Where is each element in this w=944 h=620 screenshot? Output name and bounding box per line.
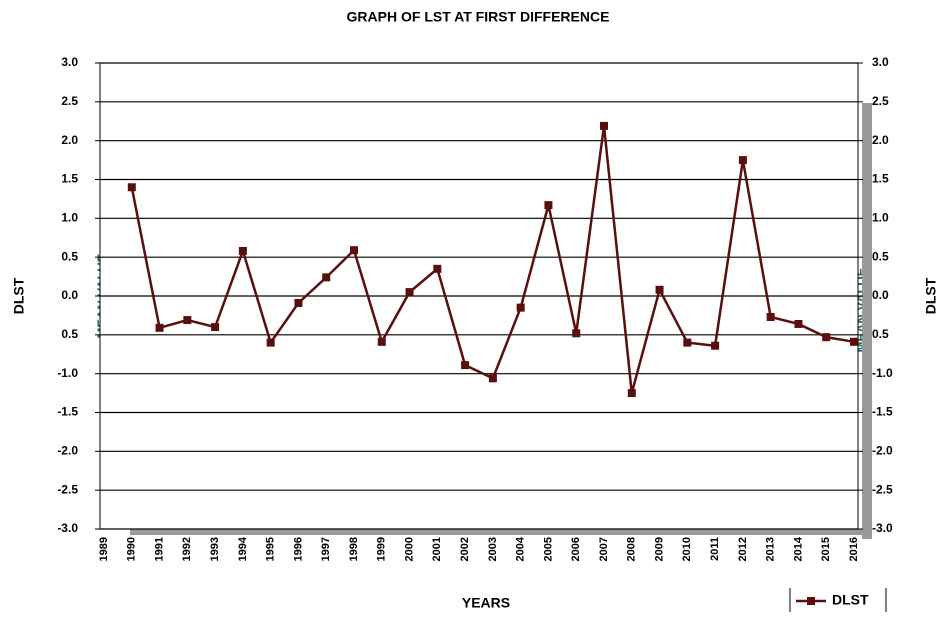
x-tick-label: 1999: [376, 537, 388, 561]
y2-tick-label: 2.0: [872, 133, 889, 147]
data-marker: [794, 319, 803, 328]
y2-tick-label: 0.5: [872, 327, 889, 341]
x-tick-label: 1992: [181, 537, 193, 561]
x-tick-label: 2004: [515, 536, 527, 561]
data-marker: [544, 201, 553, 210]
x-tick-label: 2011: [709, 537, 721, 561]
data-marker: [711, 341, 720, 350]
y-tick-label: 3.0: [61, 55, 78, 69]
data-marker: [683, 338, 692, 347]
x-tick-label: 2012: [737, 537, 749, 561]
y2-tick-label: -1.5: [872, 405, 893, 419]
y-tick-label: -1.0: [57, 366, 78, 380]
x-tick-label: 2007: [598, 537, 610, 561]
plot-shadow: [130, 529, 862, 535]
data-marker: [266, 338, 275, 347]
y-tick-label: 1.5: [61, 172, 78, 186]
x-tick-label: 2009: [653, 537, 665, 561]
y-tick-label: 2.5: [61, 94, 78, 108]
data-marker: [322, 273, 331, 282]
y-tick-label: 0.0: [61, 288, 78, 302]
data-marker: [655, 285, 664, 294]
y-tick-label: -3.0: [57, 521, 78, 535]
y2-tick-label: -3.0: [872, 521, 893, 535]
y2-tick-label: 1.5: [872, 172, 889, 186]
y-tick-label: -2.0: [57, 444, 78, 458]
x-axis-label: YEARS: [462, 595, 510, 611]
data-marker: [294, 298, 303, 307]
y2-tick-label: -2.0: [872, 444, 893, 458]
y-axis-label: DLST: [11, 277, 27, 314]
x-tick-label: 1997: [320, 537, 332, 561]
x-tick-label: 1989: [98, 537, 110, 561]
x-tick-label: 2003: [487, 537, 499, 561]
x-tick-label: 1994: [237, 536, 249, 561]
data-marker: [766, 312, 775, 321]
x-tick-label: 2013: [765, 537, 777, 561]
x-tick-label: 1993: [209, 537, 221, 561]
x-tick-label: 2002: [459, 537, 471, 561]
y-tick-label: 0.5: [61, 327, 78, 341]
data-marker: [350, 246, 358, 255]
x-tick-label: 2005: [542, 537, 554, 561]
data-marker: [433, 264, 442, 273]
y2-tick-label: 1.0: [872, 211, 889, 225]
data-marker: [238, 246, 247, 255]
y2-tick-label: 0.0: [872, 288, 889, 302]
x-tick-label: 2014: [792, 536, 804, 561]
x-tick-label: 1991: [153, 537, 165, 561]
y-tick-label: 2.0: [61, 133, 78, 147]
data-marker: [850, 337, 858, 346]
data-marker: [183, 316, 192, 325]
y2-tick-label: -1.0: [872, 366, 893, 380]
y2-tick-label: 3.0: [872, 55, 889, 69]
data-marker: [600, 121, 608, 130]
data-marker: [822, 333, 831, 342]
x-tick-label: 1995: [265, 537, 277, 561]
data-marker: [155, 323, 164, 332]
x-tick-label: 2001: [431, 537, 443, 561]
data-marker: [627, 389, 636, 398]
y2-axis-label: DLST: [923, 277, 939, 314]
data-marker: [211, 323, 220, 332]
y-tick-label: 0.5: [61, 249, 78, 263]
x-tick-label: 2016: [848, 537, 860, 561]
data-marker: [405, 288, 414, 297]
data-marker: [738, 156, 747, 165]
x-tick-label: 1990: [126, 537, 138, 561]
data-marker: [572, 329, 581, 338]
legend-label: DLST: [832, 592, 869, 608]
chart-title: GRAPH OF LST AT FIRST DIFFERENCE: [347, 9, 610, 25]
y2-tick-label: -2.5: [872, 482, 893, 496]
data-marker: [127, 183, 136, 192]
data-marker: [516, 303, 525, 312]
y-tick-label: -1.5: [57, 405, 78, 419]
x-tick-label: 1996: [292, 537, 304, 561]
y2-tick-label: 2.5: [872, 94, 889, 108]
plot-shadow: [862, 103, 872, 539]
legend-marker: [807, 597, 815, 605]
y2-tick-label: 0.5: [872, 249, 889, 263]
y-tick-label: -2.5: [57, 482, 78, 496]
x-tick-label: 2000: [403, 537, 415, 561]
y-tick-label: 1.0: [61, 211, 78, 225]
data-marker: [461, 361, 470, 370]
x-tick-label: 1998: [348, 537, 360, 561]
x-tick-label: 2015: [820, 537, 832, 561]
x-tick-label: 2008: [626, 537, 638, 561]
data-marker: [377, 337, 386, 346]
data-marker: [488, 374, 497, 383]
x-tick-label: 2006: [570, 537, 582, 561]
x-tick-label: 2010: [681, 537, 693, 561]
